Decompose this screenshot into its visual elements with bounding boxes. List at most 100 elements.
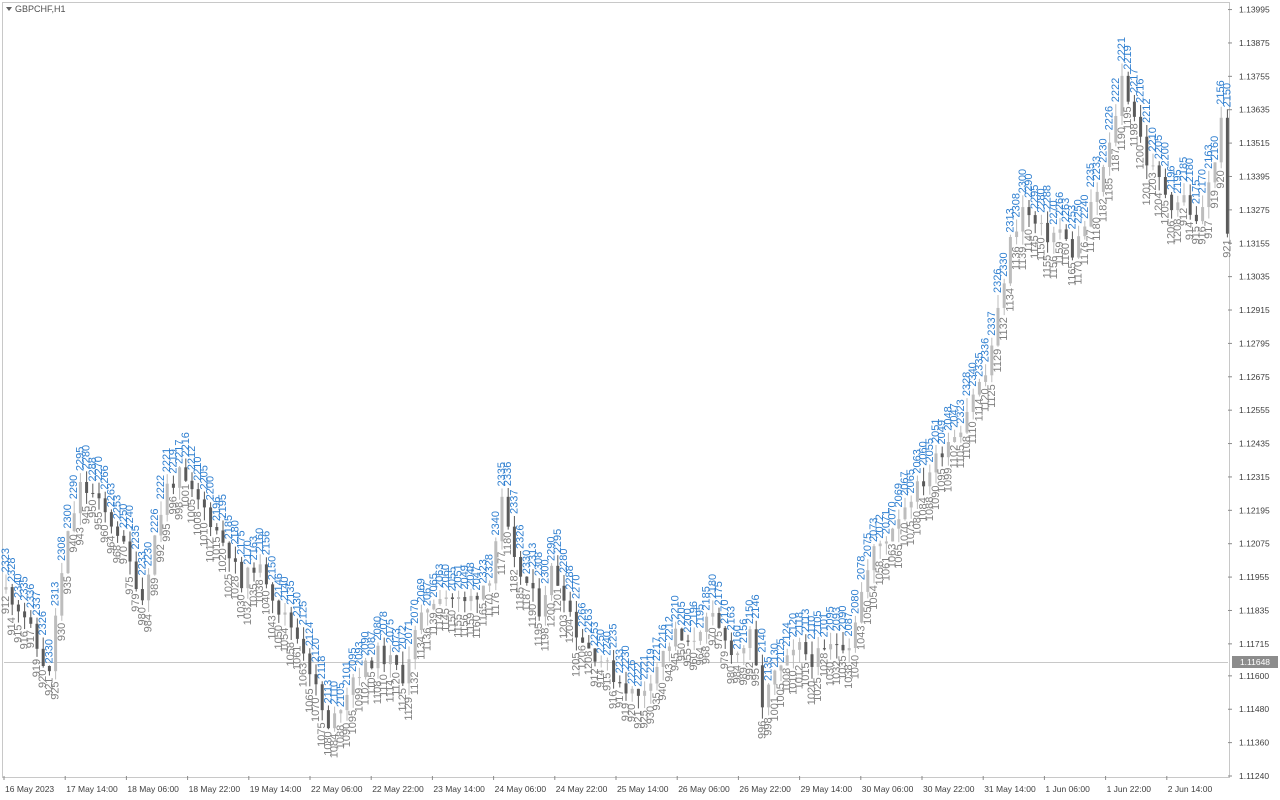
candle-body <box>636 688 640 696</box>
low-label: 1204 <box>564 619 576 643</box>
low-label: 1201 <box>1141 181 1153 205</box>
y-tick-label: 1.13395 <box>1239 171 1270 181</box>
high-label: 2051 <box>453 564 465 588</box>
y-tick-label: 1.11480 <box>1239 704 1269 714</box>
high-label: 2071 <box>403 620 415 644</box>
high-label: 2230 <box>143 542 155 566</box>
candle-body <box>469 595 473 602</box>
candle-body <box>829 644 833 650</box>
candle-body <box>612 660 616 683</box>
low-label: 1190 <box>1116 127 1128 151</box>
candle-body <box>984 375 988 382</box>
high-label: 2216 <box>180 432 192 456</box>
high-label: 2160 <box>732 625 744 649</box>
low-label: 1063 <box>298 663 310 687</box>
candle-body <box>990 345 994 376</box>
low-label: 950 <box>676 643 688 661</box>
high-label: 2055 <box>446 567 458 591</box>
low-label: 1075 <box>905 521 917 545</box>
candle-body <box>878 543 882 547</box>
high-label: 2055 <box>924 438 936 462</box>
candle-body <box>184 467 188 481</box>
high-label: 2118 <box>316 656 328 680</box>
low-label: 1028 <box>229 576 241 600</box>
candle-body <box>562 585 566 601</box>
candles <box>4 63 1229 732</box>
x-tick-label: 22 May 22:00 <box>372 784 424 794</box>
high-label: 2233 <box>136 551 148 575</box>
high-label: 2196 <box>211 497 223 521</box>
x-tick-label: 18 May 22:00 <box>189 784 241 794</box>
candle-body <box>816 648 820 667</box>
high-label: 2295 <box>552 529 564 553</box>
candle-body <box>432 603 436 610</box>
low-label: 1150 <box>446 610 458 634</box>
high-label: 2063 <box>911 449 923 473</box>
candle-body <box>314 674 318 685</box>
low-label: 1205 <box>570 652 582 676</box>
low-label: 1070 <box>310 697 322 721</box>
high-label: 2221 <box>639 655 651 679</box>
candle-body <box>1039 222 1043 224</box>
low-label: 1187 <box>1110 148 1122 172</box>
low-label: 916 <box>19 631 31 649</box>
candle-body <box>339 710 343 714</box>
high-label: 2308 <box>1011 193 1023 217</box>
low-label: 1058 <box>874 561 886 585</box>
low-label: 1185 <box>515 587 527 611</box>
high-label: 2124 <box>781 622 793 646</box>
high-label: 2313 <box>50 582 62 606</box>
low-label: 1140 <box>1023 229 1035 253</box>
high-label: 2175 <box>1190 180 1202 204</box>
candle-body <box>667 646 671 651</box>
high-label: 2266 <box>99 465 111 489</box>
x-tick-label: 24 May 06:00 <box>495 784 547 794</box>
y-tick-label: 1.12195 <box>1239 505 1270 515</box>
low-label: 1195 <box>533 623 545 647</box>
candle-body <box>60 573 64 616</box>
high-label: 2070 <box>887 501 899 525</box>
high-label: 2135 <box>763 657 775 681</box>
low-label: 1099 <box>942 468 954 492</box>
high-label: 2253 <box>1066 205 1078 229</box>
low-label: 917 <box>25 630 37 648</box>
high-label: 2170 <box>1197 169 1209 193</box>
low-label: 1139 <box>1017 247 1029 271</box>
x-tick-label: 19 May 14:00 <box>250 784 302 794</box>
candle-body <box>78 481 82 514</box>
low-label: 1095 <box>347 710 359 734</box>
candle-body <box>674 628 678 647</box>
candle-body <box>376 645 380 669</box>
low-label: 930 <box>56 623 68 641</box>
high-label: 2253 <box>112 495 124 519</box>
high-label: 2335 <box>496 462 508 486</box>
symbol-label[interactable]: GBPCHF,H1 <box>6 4 66 14</box>
high-label: 2080 <box>372 616 384 640</box>
low-label: 1054 <box>279 628 291 652</box>
candle-body <box>1064 229 1068 240</box>
high-label: 2263 <box>1060 198 1072 222</box>
candle-body <box>977 381 981 395</box>
candle-body <box>605 660 609 662</box>
high-label: 2095 <box>347 647 359 671</box>
x-tick-label: 17 May 14:00 <box>66 784 118 794</box>
candle-body <box>537 588 541 617</box>
low-label: 945 <box>670 653 682 671</box>
low-label: 1170 <box>1073 261 1085 285</box>
high-label: 2226 <box>149 508 161 532</box>
low-label: 960 <box>688 652 700 670</box>
candle-body <box>1176 202 1180 211</box>
candle-body <box>574 611 578 638</box>
high-label: 2216 <box>657 624 669 648</box>
low-label: 1020 <box>217 548 229 572</box>
low-label: 1010 <box>198 522 210 546</box>
collapse-triangle-icon[interactable] <box>6 7 12 11</box>
low-label: 979 <box>130 594 142 612</box>
high-label: 2160 <box>254 528 266 552</box>
high-label: 2221 <box>161 448 173 472</box>
candle-body <box>1213 162 1217 183</box>
low-label: 1105 <box>955 445 967 469</box>
low-label: 1102 <box>949 445 961 469</box>
candle-body <box>178 467 182 488</box>
candle-body <box>1194 214 1198 222</box>
